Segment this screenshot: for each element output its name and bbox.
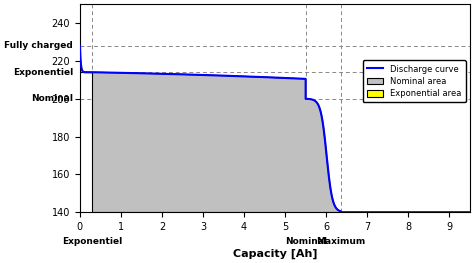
Text: Maximum: Maximum	[316, 237, 365, 246]
Text: Exponentiel: Exponentiel	[13, 68, 73, 77]
Text: Exponentiel: Exponentiel	[62, 237, 122, 246]
X-axis label: Capacity [Ah]: Capacity [Ah]	[233, 249, 317, 259]
Legend: Discharge curve, Nominal area, Exponential area: Discharge curve, Nominal area, Exponenti…	[363, 60, 465, 102]
Text: Fully charged: Fully charged	[4, 41, 73, 50]
Text: Nominal: Nominal	[284, 237, 327, 246]
Text: Nominal: Nominal	[31, 94, 73, 103]
